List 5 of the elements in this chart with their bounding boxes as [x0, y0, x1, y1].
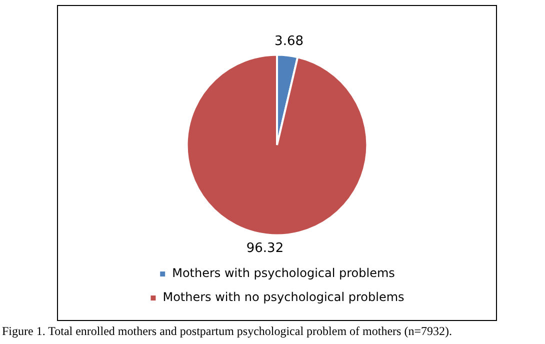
caption: Figure 1. Total enrolled mothers and postpartum psychological problem of mothers (n=7932).: [2, 324, 453, 339]
data-label: 96.32: [246, 240, 284, 256]
legend-label: Mothers with psychological problems: [172, 266, 395, 280]
data-label: 3.68: [274, 34, 304, 49]
legend-label: Mothers with no psychological problems: [162, 290, 404, 304]
